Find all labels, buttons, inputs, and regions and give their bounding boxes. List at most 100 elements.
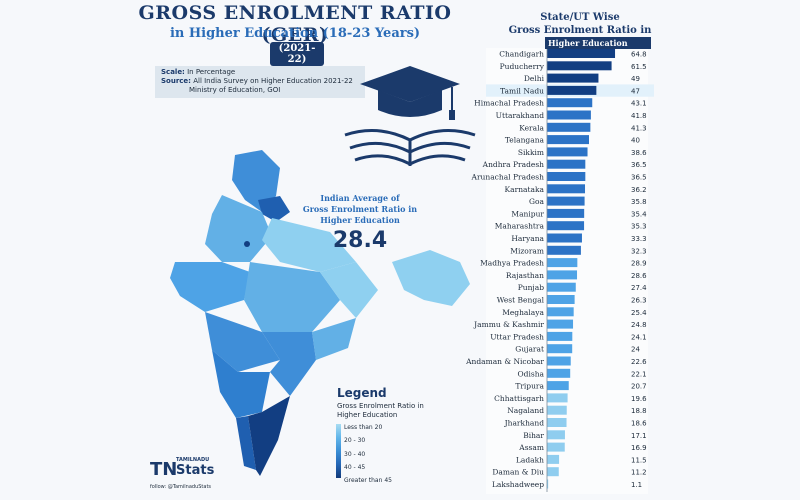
bar-category-label: Andaman & Nicobar bbox=[465, 357, 544, 366]
bar-category-label: Tamil Nadu bbox=[500, 86, 544, 95]
bar-category-label: West Bengal bbox=[497, 296, 545, 305]
bar-category-label: Bihar bbox=[523, 431, 544, 440]
bar-value-label: 24.8 bbox=[631, 321, 647, 329]
bar-value-label: 40 bbox=[631, 137, 640, 145]
bar-value-label: 28.9 bbox=[631, 260, 647, 268]
bar-value-label: 25.4 bbox=[631, 309, 647, 317]
bar bbox=[547, 85, 597, 95]
bar-value-label: 36.2 bbox=[631, 186, 647, 194]
bar bbox=[547, 49, 616, 58]
logo-follow: follow: @TamilnaduStats bbox=[150, 484, 212, 490]
map-region-uttarakhand bbox=[258, 196, 290, 222]
average-label-1: Indian Average of bbox=[320, 193, 400, 203]
bar bbox=[547, 430, 565, 440]
bar-value-label: 18.6 bbox=[631, 420, 647, 428]
bar-category-label: Haryana bbox=[511, 234, 544, 243]
bar-value-label: 35.3 bbox=[631, 223, 647, 231]
bar bbox=[547, 221, 585, 231]
bar-category-label: Jammu & Kashmir bbox=[473, 320, 544, 329]
bar bbox=[547, 319, 574, 329]
bar bbox=[547, 159, 586, 169]
bar-category-label: Uttar Pradesh bbox=[490, 332, 544, 341]
bar-value-label: 47 bbox=[631, 87, 640, 95]
average-label-2: Gross Enrolment Ratio in bbox=[302, 204, 418, 214]
map-region-northwest bbox=[205, 195, 272, 262]
bar-value-label: 35.4 bbox=[631, 210, 647, 218]
bar bbox=[547, 454, 560, 464]
bar bbox=[547, 122, 591, 132]
legend-item-2: 20 - 30 bbox=[344, 437, 366, 444]
bar-category-label: Uttarakhand bbox=[496, 111, 545, 120]
map-region-west bbox=[170, 262, 250, 312]
bar-value-label: 38.6 bbox=[631, 149, 647, 157]
bar bbox=[547, 368, 571, 378]
open-book-icon bbox=[344, 129, 476, 166]
map-region-tamil-nadu bbox=[248, 396, 290, 476]
bar-value-label: 17.1 bbox=[631, 432, 647, 440]
bar bbox=[547, 258, 578, 268]
source-value-2: Ministry of Education, GOI bbox=[189, 86, 281, 94]
bar bbox=[547, 344, 573, 354]
bar bbox=[547, 418, 567, 427]
main-subtitle: in Higher Education (18-23 Years) bbox=[169, 26, 421, 41]
bar-value-label: 22.6 bbox=[631, 358, 647, 366]
bar bbox=[547, 61, 612, 71]
panel-title-line2: Gross Enrolment Ratio in bbox=[508, 25, 652, 36]
legend-title: Legend bbox=[337, 386, 387, 400]
legend-item-4: 40 - 45 bbox=[344, 464, 366, 471]
bar-category-label: Odisha bbox=[518, 369, 545, 378]
bar-chart: Chandigarh 64.8 Puducherry 61.5 Delhi 49 Tamil… bbox=[465, 49, 654, 489]
bar bbox=[547, 442, 565, 452]
legend-subtitle: Gross Enrolment Ratio in Higher Educatio… bbox=[337, 402, 424, 419]
bar-value-label: 1.1 bbox=[631, 481, 642, 489]
panel-title-line3: Higher Education bbox=[545, 37, 651, 49]
bar bbox=[547, 479, 549, 489]
bar-value-label: 36.5 bbox=[631, 161, 647, 169]
bar-value-label: 61.5 bbox=[631, 63, 647, 71]
bar-value-label: 18.8 bbox=[631, 407, 647, 415]
bar-value-label: 36.5 bbox=[631, 174, 647, 182]
bar-value-label: 26.3 bbox=[631, 297, 647, 305]
bar-category-label: Telangana bbox=[505, 136, 545, 145]
map-region-kerala bbox=[236, 416, 256, 470]
bar-value-label: 28.6 bbox=[631, 272, 647, 280]
bar bbox=[547, 331, 573, 341]
bar-value-label: 20.7 bbox=[631, 383, 647, 391]
logo-tn: TN bbox=[150, 459, 178, 480]
panel-title-line1: State/UT Wise bbox=[540, 12, 620, 23]
bar bbox=[547, 405, 567, 415]
bar-category-label: Chandigarh bbox=[499, 50, 544, 59]
bar-category-label: Punjab bbox=[518, 283, 545, 292]
bar-value-label: 11.5 bbox=[631, 456, 647, 464]
average-value: 28.4 bbox=[332, 228, 388, 253]
bar bbox=[547, 98, 593, 108]
legend-item-3: 30 - 40 bbox=[344, 451, 366, 458]
bar-category-label: Ladakh bbox=[516, 455, 544, 464]
bar bbox=[547, 73, 599, 83]
logo-stats: Stats bbox=[176, 463, 215, 478]
india-map bbox=[170, 150, 470, 476]
bar bbox=[547, 295, 575, 304]
map-region-telangana-ap bbox=[262, 332, 316, 396]
bar-category-label: Andhra Pradesh bbox=[482, 160, 545, 169]
bar-value-label: 49 bbox=[631, 75, 640, 83]
bar-value-label: 16.9 bbox=[631, 444, 647, 452]
bar-value-label: 19.6 bbox=[631, 395, 647, 403]
average-label-3: Higher Education bbox=[320, 215, 400, 225]
bar bbox=[547, 381, 569, 391]
graduation-cap-icon bbox=[360, 66, 460, 120]
bar-value-label: 35.8 bbox=[631, 198, 647, 206]
bar-category-label: Puducherry bbox=[500, 62, 545, 71]
bar-category-label: Sikkim bbox=[518, 148, 544, 157]
bar-category-label: Manipur bbox=[511, 209, 544, 218]
bar bbox=[547, 208, 585, 218]
year-badge: (2021-22) bbox=[270, 42, 324, 66]
bar bbox=[547, 393, 568, 403]
bar bbox=[547, 356, 571, 366]
bar-category-label: Arunachal Pradesh bbox=[471, 173, 545, 182]
bar bbox=[547, 467, 559, 477]
source-value: All India Survey on Higher Education 202… bbox=[193, 77, 353, 85]
bar bbox=[547, 172, 586, 181]
bar bbox=[547, 282, 576, 292]
